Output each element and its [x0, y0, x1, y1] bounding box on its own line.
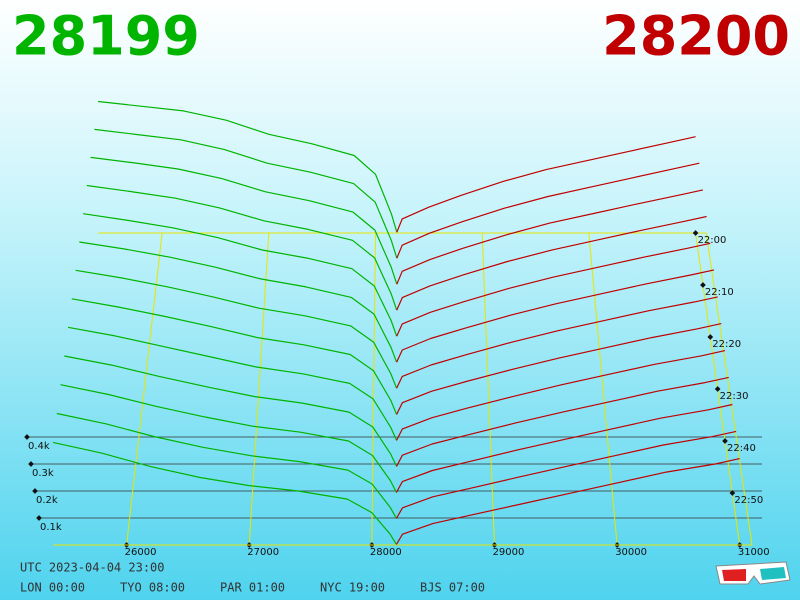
depth-tick-label: 0.3k: [32, 468, 54, 479]
clocks: LON 00:00 TYO 08:00 PAR 01:00 NYC 19:00 BJS …: [20, 581, 485, 595]
ask-depth-line: [396, 296, 718, 389]
depth-tick-label: 0.2k: [36, 495, 58, 506]
price-grid-line: [248, 232, 270, 546]
price-tick-label: 26000: [125, 547, 157, 558]
city-clock: PAR 01:00: [220, 581, 285, 595]
bid-depth-line: [75, 269, 398, 389]
plot: 0.1k 0.2k 0.3k 0.4k 26000 27000 28000 29000 3000…: [24, 100, 770, 558]
depth-tick-label: 0.1k: [40, 522, 62, 533]
time-tick-mark: [692, 230, 699, 236]
price-tick-label: 27000: [247, 547, 279, 558]
bid-depth-line: [52, 441, 397, 545]
bid-depth-line: [60, 384, 397, 493]
city-clock: TYO 08:00: [120, 581, 185, 595]
ask-depth-line: [396, 242, 711, 337]
time-tick-label: 22:00: [698, 235, 727, 246]
price-tick-label: 31000: [738, 547, 770, 558]
ask-depth-line: [396, 323, 722, 415]
price-tick-label: 30000: [615, 547, 647, 558]
bid-depth-line: [56, 412, 397, 519]
time-tick-mark: [729, 490, 736, 496]
time-tick-mark: [714, 386, 721, 392]
ask-depth-line: [395, 376, 729, 467]
bid-depth-line: [98, 100, 398, 232]
time-tick-label: 22:10: [705, 287, 734, 298]
price-grid-line: [371, 232, 377, 546]
ask-depth-line: [396, 189, 704, 285]
bid-price: 28199: [12, 5, 200, 68]
city-clock: LON 00:00: [20, 581, 85, 595]
ask-depth-line: [396, 269, 715, 363]
price-grid-line: [481, 232, 495, 546]
time-tick-label: 22:50: [734, 495, 763, 506]
city-clock: BJS 07:00: [420, 581, 485, 595]
time-tick-mark: [700, 282, 706, 288]
utc-time: UTC 2023-04-04 23:00: [20, 561, 165, 575]
ask-depth-line: [396, 162, 700, 259]
ask-depth-line: [395, 350, 726, 441]
time-tick-label: 22:30: [720, 391, 749, 402]
price-tick-label: 28000: [370, 547, 402, 558]
bid-depth-line: [64, 355, 397, 467]
ask-depth-line: [396, 215, 707, 311]
time-tick-mark: [722, 438, 728, 444]
bid-depth-line: [79, 241, 398, 363]
ask-depth-line: [396, 136, 696, 233]
price-tick-label: 29000: [493, 547, 525, 558]
city-clock: NYC 19:00: [320, 581, 385, 595]
depth-tick-label: 0.4k: [28, 441, 50, 452]
ask-depth-line: [395, 430, 737, 519]
bid-depth-line: [86, 184, 398, 310]
bid-depth-line: [94, 128, 398, 258]
bid-depth-line: [67, 326, 397, 441]
bid-depth-line: [71, 298, 397, 415]
bid-depth-line: [90, 156, 398, 284]
depth-tick-mark: [36, 515, 42, 521]
3d-glasses-icon: [715, 561, 791, 585]
time-tick-label: 22:20: [712, 339, 741, 350]
ask-price: 28200: [602, 5, 790, 68]
ask-depth-line: [395, 403, 733, 493]
ask-depth-line: [395, 458, 740, 545]
depth-tick-mark: [24, 434, 30, 440]
bid-depth-line: [83, 213, 398, 337]
time-tick-label: 22:40: [727, 443, 756, 454]
time-axis: [705, 232, 753, 546]
time-tick-mark: [707, 334, 714, 340]
price-grid-line: [588, 232, 618, 546]
